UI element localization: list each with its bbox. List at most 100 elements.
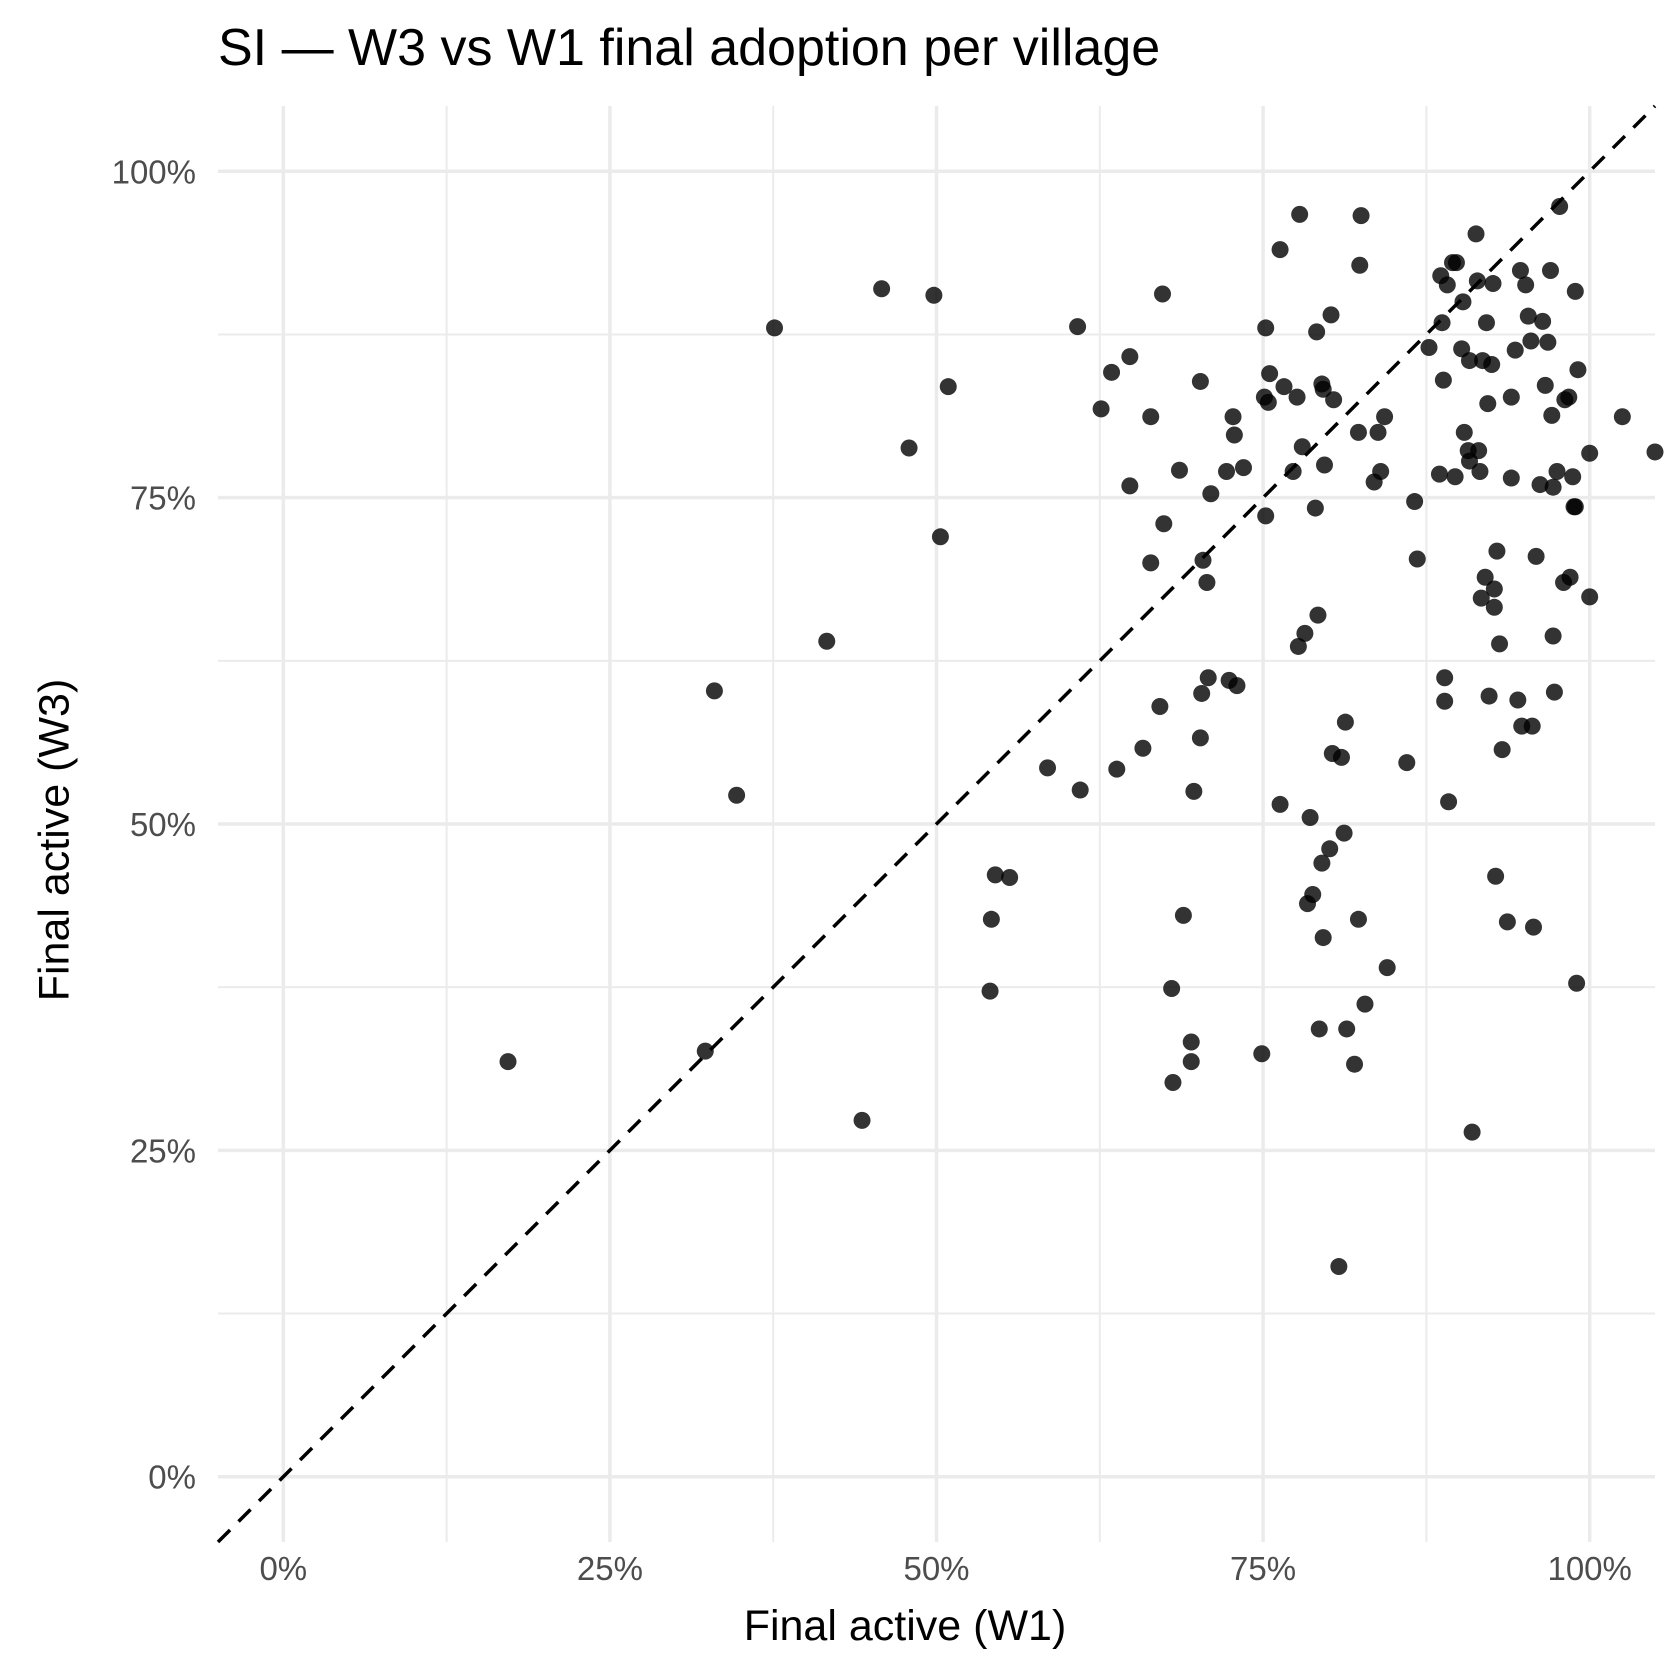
data-point bbox=[981, 982, 999, 1000]
data-point bbox=[1506, 341, 1524, 359]
data-point bbox=[1517, 276, 1535, 294]
y-tick-label: 50% bbox=[130, 806, 196, 843]
data-point bbox=[1430, 465, 1448, 483]
data-point bbox=[1314, 380, 1332, 398]
data-point bbox=[1271, 241, 1289, 259]
data-point bbox=[1121, 477, 1139, 495]
data-point bbox=[1308, 323, 1326, 341]
data-point bbox=[1306, 499, 1324, 517]
data-point bbox=[1484, 275, 1502, 293]
data-point bbox=[1092, 400, 1110, 418]
data-point bbox=[1436, 669, 1454, 687]
data-point bbox=[1332, 748, 1350, 766]
data-point bbox=[1485, 598, 1503, 616]
data-point bbox=[1548, 463, 1566, 481]
data-point bbox=[1476, 568, 1494, 586]
data-point bbox=[1234, 459, 1252, 477]
data-point bbox=[1536, 376, 1554, 394]
data-point bbox=[1202, 485, 1220, 503]
data-point bbox=[1174, 906, 1192, 924]
data-point bbox=[1228, 677, 1246, 695]
data-point bbox=[1356, 995, 1374, 1013]
data-point bbox=[1335, 824, 1353, 842]
data-point bbox=[1321, 840, 1339, 858]
data-point bbox=[1372, 463, 1390, 481]
data-point bbox=[1543, 406, 1561, 424]
data-point bbox=[1151, 698, 1169, 716]
data-point bbox=[1544, 627, 1562, 645]
data-point bbox=[1502, 388, 1520, 406]
data-point bbox=[1163, 979, 1181, 997]
data-point bbox=[1069, 318, 1087, 336]
data-point bbox=[1470, 442, 1488, 460]
data-point bbox=[1460, 352, 1478, 370]
data-point bbox=[1433, 314, 1451, 332]
data-point bbox=[1261, 365, 1279, 383]
data-point bbox=[1284, 463, 1302, 481]
data-point bbox=[1581, 588, 1599, 606]
data-point bbox=[728, 786, 746, 804]
data-point bbox=[1487, 867, 1505, 885]
data-point bbox=[1259, 393, 1277, 411]
data-point bbox=[1346, 1055, 1364, 1073]
y-tick-label: 25% bbox=[130, 1132, 196, 1169]
data-point bbox=[1218, 463, 1236, 481]
data-point bbox=[1369, 423, 1387, 441]
data-point bbox=[925, 286, 943, 304]
data-point bbox=[1564, 468, 1582, 486]
data-point bbox=[1193, 684, 1211, 702]
data-point bbox=[1434, 371, 1452, 389]
data-point bbox=[1164, 1073, 1182, 1091]
x-axis-label: Final active (W1) bbox=[743, 1602, 1067, 1650]
data-point bbox=[1325, 391, 1343, 409]
data-point bbox=[1336, 713, 1354, 731]
data-point bbox=[1142, 554, 1160, 572]
data-point bbox=[1511, 261, 1529, 279]
data-point bbox=[853, 1111, 871, 1129]
data-point bbox=[1257, 319, 1275, 337]
data-point bbox=[1471, 463, 1489, 481]
data-point bbox=[1313, 854, 1331, 872]
data-point bbox=[1440, 793, 1458, 811]
x-tick-label: 25% bbox=[577, 1550, 643, 1587]
data-point bbox=[1253, 1045, 1271, 1063]
data-point bbox=[1498, 913, 1516, 931]
data-point bbox=[1322, 306, 1340, 324]
data-point bbox=[1309, 606, 1327, 624]
data-point bbox=[1551, 198, 1569, 216]
data-point bbox=[939, 378, 957, 396]
data-point bbox=[1291, 205, 1309, 223]
data-point bbox=[1338, 1020, 1356, 1038]
data-point bbox=[1275, 378, 1293, 396]
y-tick-label: 75% bbox=[130, 480, 196, 517]
y-axis-label: Final active (W3) bbox=[30, 678, 79, 1002]
data-point bbox=[1463, 1123, 1481, 1141]
data-point bbox=[1170, 461, 1188, 479]
data-point bbox=[1314, 929, 1332, 947]
data-point bbox=[818, 632, 836, 650]
data-point bbox=[1257, 507, 1275, 525]
data-point bbox=[1194, 551, 1212, 569]
data-point bbox=[1561, 568, 1579, 586]
data-point bbox=[1378, 959, 1396, 977]
data-point bbox=[1351, 256, 1369, 274]
data-point bbox=[1296, 624, 1314, 642]
data-point bbox=[1420, 339, 1438, 357]
x-tick-label: 0% bbox=[259, 1550, 307, 1587]
data-point bbox=[1534, 312, 1552, 330]
data-point bbox=[931, 528, 949, 546]
data-point bbox=[1154, 285, 1172, 303]
y-tick-label: 100% bbox=[112, 153, 196, 190]
data-point bbox=[1485, 580, 1503, 598]
data-point bbox=[1568, 974, 1586, 992]
data-point bbox=[1491, 635, 1509, 653]
data-point bbox=[1191, 372, 1209, 390]
data-point bbox=[1071, 781, 1089, 799]
data-point bbox=[1330, 1258, 1348, 1276]
data-point bbox=[1493, 741, 1511, 759]
data-point bbox=[1349, 910, 1367, 928]
data-point bbox=[1479, 395, 1497, 413]
data-point bbox=[1406, 493, 1424, 511]
data-point bbox=[696, 1042, 714, 1060]
